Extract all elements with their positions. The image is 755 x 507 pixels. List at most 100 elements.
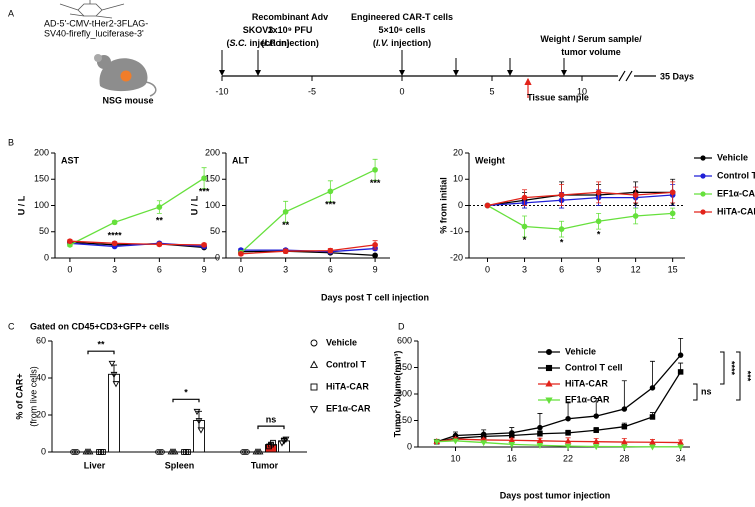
data-point (632, 213, 639, 219)
y-axis-label: (from live cells) (28, 366, 38, 427)
y-tick-label: 300 (397, 388, 412, 398)
timeline-tick-label: 5 (489, 86, 494, 96)
significance-label: * (597, 230, 601, 240)
legend-label: Vehicle (565, 346, 596, 356)
y-tick-label: -20 (450, 252, 463, 262)
panel-label: B (8, 137, 14, 147)
x-tick-label: 9 (202, 264, 207, 274)
data-point (452, 438, 459, 445)
significance-label: ns (701, 386, 712, 396)
timeline-tick-label: -5 (308, 86, 316, 96)
data-point (156, 204, 163, 210)
y-tick-label: 0 (407, 441, 412, 451)
y-axis-label: % from initial (438, 177, 448, 234)
data-point (621, 438, 628, 445)
significance-label: * (523, 235, 527, 245)
y-tick-label: 150 (205, 174, 220, 184)
data-point (677, 352, 684, 358)
y-axis-label: Tumor Volume(mm³) (392, 351, 402, 438)
x-tick-label: 0 (485, 264, 490, 274)
event-label: 5×10⁶ cells (379, 25, 426, 35)
legend-label: EF1α-CAR (565, 394, 610, 404)
y-tick-label: 40 (36, 372, 46, 382)
y-tick-label: 150 (397, 415, 412, 425)
data-point (536, 437, 544, 444)
event-label-part: Recombinant Adv (252, 12, 328, 22)
data-point (649, 385, 656, 391)
y-tick-label: 200 (34, 147, 49, 157)
y-axis-label: % of CAR+ (14, 373, 24, 419)
x-tick-label: 12 (631, 264, 641, 274)
panel-label: C (8, 321, 15, 331)
event-label: 1x10⁹ PFU (268, 25, 313, 35)
data-point (595, 218, 602, 225)
panel-label: A (8, 8, 14, 18)
data-point (72, 449, 78, 455)
y-tick-label: 60 (36, 335, 46, 345)
data-point (100, 449, 106, 455)
x-axis-label: Days post T cell injection (321, 292, 429, 302)
legend-label: EF1α-CAR (326, 403, 371, 413)
event-label-part: ( (226, 38, 229, 48)
x-tick-label: 16 (507, 453, 517, 463)
x-tick-label: 0 (238, 264, 243, 274)
x-tick-label: Spleen (165, 460, 195, 470)
x-tick-label: 34 (676, 453, 686, 463)
significance-bracket (172, 398, 200, 403)
data-point (536, 442, 544, 449)
data-point (558, 226, 565, 232)
event-label-part: I.P. (264, 38, 276, 48)
chart-title: AST (61, 155, 80, 165)
data-point (621, 406, 628, 412)
significance-label: ** (97, 340, 105, 350)
event-label-part: ( (261, 38, 264, 48)
x-tick-label: 9 (373, 264, 378, 274)
data-point (171, 448, 179, 455)
y-tick-label: 150 (34, 174, 49, 184)
x-tick-label: Liver (84, 460, 106, 470)
x-tick-label: 0 (67, 264, 72, 274)
legend-label: Control T (326, 359, 366, 369)
data-point (159, 449, 165, 455)
legend-label: HiTA-CAR (717, 206, 755, 216)
significance-label: *** (325, 200, 336, 210)
legend-marker (700, 155, 706, 161)
x-tick-label: Tumor (251, 460, 279, 470)
axis-break (625, 70, 633, 82)
event-label-part: injection) (389, 38, 432, 48)
legend-marker (700, 191, 706, 197)
data-point (484, 202, 491, 209)
significance-label: **** (108, 231, 123, 241)
y-tick-label: -10 (450, 226, 463, 236)
data-point (256, 448, 264, 455)
significance-label: * (671, 201, 675, 211)
x-axis-label: Days post tumor injection (500, 490, 611, 500)
event-label-part: ( (373, 38, 376, 48)
mouse-label: NSG mouse (102, 95, 153, 105)
data-point (677, 444, 684, 451)
legend-label: HiTA-CAR (565, 378, 608, 388)
legend-marker (310, 339, 318, 347)
event-label-part: 1x10⁹ PFU (268, 25, 313, 35)
error-bar (111, 364, 117, 384)
data-point (108, 360, 116, 368)
significance-label: * (560, 238, 564, 248)
series-line (436, 371, 682, 443)
event-label-part: Weight / Serum sample/ (540, 34, 642, 44)
data-point (508, 442, 516, 449)
data-point (649, 414, 656, 420)
data-point (327, 247, 334, 254)
data-point (564, 437, 572, 444)
data-point (195, 418, 203, 425)
y-tick-label: 0 (458, 200, 463, 210)
event-label: Weight / Serum sample/ (540, 34, 642, 44)
x-tick-label: 28 (619, 453, 629, 463)
molecule-sketch (59, 0, 125, 19)
error-bar (593, 398, 599, 417)
data-point (112, 381, 120, 388)
series-line (487, 191, 673, 207)
panel-label: D (398, 321, 405, 331)
event-label-part: I.V. (376, 38, 389, 48)
y-tick-label: 100 (34, 200, 49, 210)
data-point (677, 369, 684, 375)
